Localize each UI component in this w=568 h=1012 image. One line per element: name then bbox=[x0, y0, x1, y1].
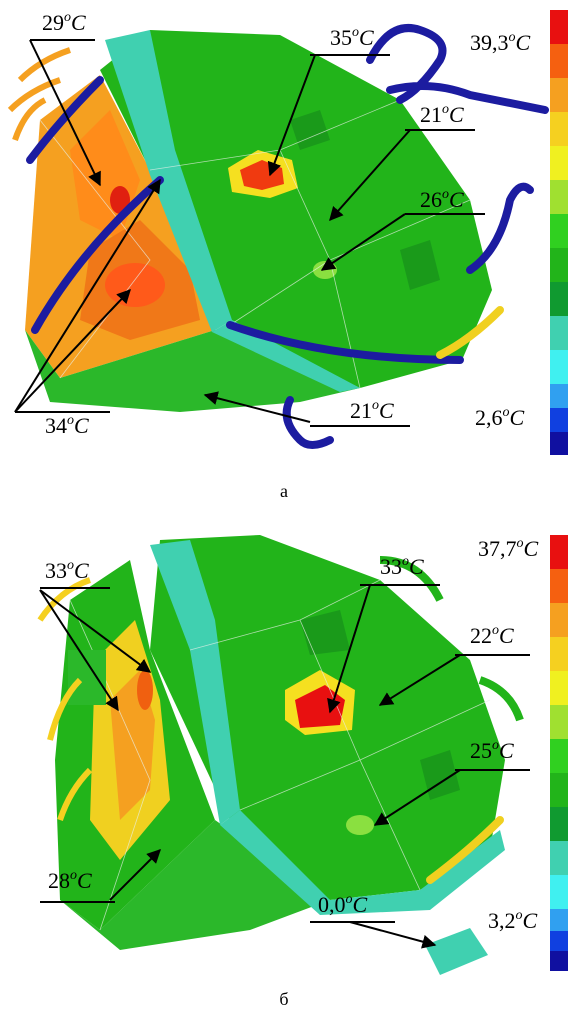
temperature-value: 25 bbox=[470, 738, 492, 763]
degree-sign: o bbox=[492, 738, 499, 753]
temperature-value: 26 bbox=[420, 187, 442, 212]
temperature-label: 39,3oC bbox=[470, 30, 531, 55]
temperature-value: 34 bbox=[45, 413, 67, 438]
degree-sign: o bbox=[492, 623, 499, 638]
degree-sign: o bbox=[442, 187, 449, 202]
thermal-model-a bbox=[10, 28, 545, 445]
temperature-label: 21oC bbox=[350, 398, 394, 423]
degree-sign: o bbox=[517, 536, 524, 551]
temperature-unit: C bbox=[409, 554, 424, 579]
degree-sign: o bbox=[352, 25, 359, 40]
caption: б bbox=[279, 989, 288, 1009]
temperature-unit: C bbox=[353, 892, 368, 917]
degree-sign: o bbox=[516, 908, 523, 923]
temperature-value: 28 bbox=[48, 868, 70, 893]
temperature-label: 22oC bbox=[470, 623, 514, 648]
temperature-value: 39,3 bbox=[470, 30, 509, 55]
temperature-unit: C bbox=[74, 413, 89, 438]
temperature-label: 33oC bbox=[380, 554, 424, 579]
temperature-label: 21oC bbox=[420, 102, 464, 127]
temperature-value: 3,2 bbox=[488, 908, 516, 933]
temperature-value: 29 bbox=[42, 10, 64, 35]
temperature-value: 37,7 bbox=[478, 536, 517, 561]
temperature-unit: C bbox=[449, 102, 464, 127]
degree-sign: o bbox=[402, 554, 409, 569]
temperature-value: 22 bbox=[470, 623, 492, 648]
degree-sign: o bbox=[67, 413, 74, 428]
degree-sign: o bbox=[509, 30, 516, 45]
caption: а bbox=[280, 481, 288, 501]
temperature-label: 29oC bbox=[42, 10, 86, 35]
temperature-unit: C bbox=[71, 10, 86, 35]
temperature-unit: C bbox=[499, 623, 514, 648]
degree-sign: o bbox=[67, 558, 74, 573]
thermal-model-b bbox=[40, 535, 520, 975]
temperature-unit: C bbox=[77, 868, 92, 893]
temperature-label: 0,0oC bbox=[318, 892, 368, 917]
temperature-value: 2,6 bbox=[475, 405, 503, 430]
degree-sign: o bbox=[346, 892, 353, 907]
temperature-unit: C bbox=[516, 30, 531, 55]
temperature-unit: C bbox=[359, 25, 374, 50]
temperature-value: 0,0 bbox=[318, 892, 346, 917]
temperature-unit: C bbox=[449, 187, 464, 212]
temperature-label: 37,7oC bbox=[478, 536, 539, 561]
temperature-label: 35oC bbox=[330, 25, 374, 50]
degree-sign: o bbox=[442, 102, 449, 117]
temperature-unit: C bbox=[523, 908, 538, 933]
degree-sign: o bbox=[70, 868, 77, 883]
temperature-unit: C bbox=[499, 738, 514, 763]
color-scale-a bbox=[550, 10, 568, 455]
temperature-value: 33 bbox=[45, 558, 67, 583]
figure: а б 39,3oC2,6oC29oC35oC21oC26oC34oC21oC3… bbox=[0, 0, 568, 1012]
temperature-label: 33oC bbox=[45, 558, 89, 583]
temperature-label: 34oC bbox=[45, 413, 89, 438]
temperature-label: 3,2oC bbox=[488, 908, 538, 933]
temperature-value: 33 bbox=[380, 554, 402, 579]
temperature-unit: C bbox=[524, 536, 539, 561]
temperature-value: 21 bbox=[420, 102, 442, 127]
temperature-unit: C bbox=[379, 398, 394, 423]
temperature-value: 35 bbox=[330, 25, 352, 50]
temperature-unit: C bbox=[74, 558, 89, 583]
temperature-label: 2,6oC bbox=[475, 405, 525, 430]
degree-sign: o bbox=[64, 10, 71, 25]
degree-sign: o bbox=[372, 398, 379, 413]
temperature-unit: C bbox=[510, 405, 525, 430]
color-scale-b bbox=[550, 535, 568, 971]
temperature-value: 21 bbox=[350, 398, 372, 423]
degree-sign: o bbox=[503, 405, 510, 420]
